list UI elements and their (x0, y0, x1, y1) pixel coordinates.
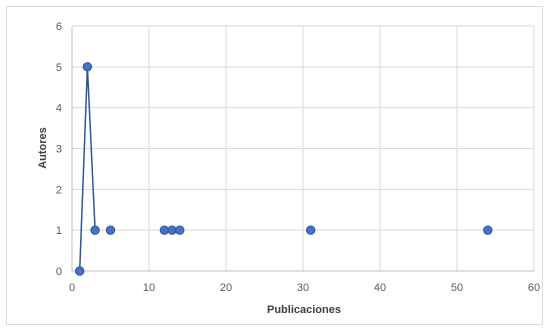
data-point (90, 225, 100, 235)
x-tick-label: 40 (374, 282, 386, 294)
grid-lines (72, 25, 535, 271)
data-point (167, 225, 177, 235)
x-tick-label: 60 (528, 282, 540, 294)
data-point (105, 225, 116, 235)
y-tick-label: 2 (56, 184, 62, 196)
x-tick-label: 30 (297, 282, 309, 294)
series-line (78, 66, 96, 272)
data-points (75, 62, 493, 276)
x-axis-title: Publicaciones (267, 304, 341, 316)
data-point (75, 266, 85, 276)
series-line-group (78, 66, 96, 272)
axes (71, 26, 534, 272)
y-tick-label: 0 (56, 266, 62, 278)
y-axis-title: Autores (37, 127, 49, 169)
data-point (483, 225, 493, 235)
x-tick-label: 10 (143, 282, 155, 294)
x-tick-label: 0 (69, 282, 75, 294)
y-tick-label: 6 (56, 21, 62, 33)
data-point (306, 225, 316, 235)
x-tick-label: 50 (451, 282, 463, 294)
data-point (175, 225, 185, 235)
y-tick-label: 3 (56, 144, 62, 156)
y-tick-label: 5 (56, 62, 62, 74)
data-point (159, 225, 170, 235)
data-point (82, 62, 93, 72)
x-tick-label: 20 (220, 282, 232, 294)
chart-frame (6, 6, 543, 325)
y-tick-label: 1 (56, 225, 62, 237)
y-tick-label: 4 (56, 103, 62, 115)
